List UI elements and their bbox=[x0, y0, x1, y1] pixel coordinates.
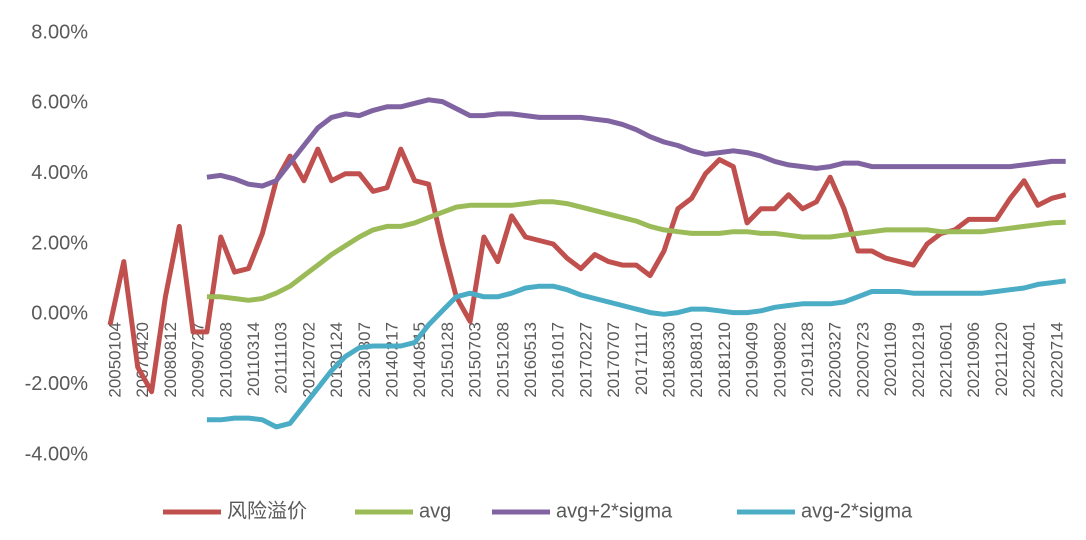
y-tick-label: 0.00% bbox=[31, 303, 88, 325]
legend-label: avg+2*sigma bbox=[556, 500, 673, 522]
y-tick-label: -2.00% bbox=[25, 373, 89, 395]
x-tick-label: 20090727 bbox=[189, 322, 208, 398]
x-tick-label: 20151208 bbox=[493, 322, 512, 398]
x-tick-label: 20150703 bbox=[466, 322, 485, 398]
series-line bbox=[107, 146, 1067, 395]
y-tick-label: 2.00% bbox=[31, 232, 88, 254]
series-line bbox=[206, 97, 1066, 189]
x-tick-label: 20170707 bbox=[604, 322, 623, 398]
x-tick-label: 20110314 bbox=[244, 322, 263, 396]
x-tick-label: 20070420 bbox=[133, 322, 152, 398]
x-tick-label: 20200723 bbox=[853, 322, 872, 398]
x-tick-label: 20111103 bbox=[272, 322, 291, 394]
x-tick-label: 20210601 bbox=[936, 322, 955, 398]
x-tick-label: 20220401 bbox=[1020, 322, 1039, 398]
x-tick-label: 20211220 bbox=[992, 322, 1011, 396]
x-tick-label: 20160513 bbox=[521, 322, 540, 398]
legend-label: avg bbox=[419, 500, 451, 522]
x-tick-label: 20150128 bbox=[438, 322, 457, 398]
x-tick-label: 20140217 bbox=[382, 322, 401, 398]
series-line bbox=[206, 278, 1067, 430]
x-tick-label: 20171117 bbox=[632, 322, 651, 395]
x-tick-label: 20130124 bbox=[327, 322, 346, 398]
x-tick-label: 20180810 bbox=[687, 322, 706, 398]
series-line bbox=[206, 199, 1066, 303]
x-tick-label: 20220714 bbox=[1047, 322, 1066, 398]
x-tick-label: 20191128 bbox=[798, 322, 817, 396]
y-tick-label: 6.00% bbox=[31, 92, 88, 114]
x-tick-label: 20170227 bbox=[576, 322, 595, 398]
x-tick-label: 20210906 bbox=[964, 322, 983, 398]
x-tick-label: 20200327 bbox=[826, 322, 845, 398]
x-tick-label: 20210219 bbox=[909, 322, 928, 398]
y-tick-label: 4.00% bbox=[31, 162, 88, 184]
y-tick-label: 8.00% bbox=[31, 21, 88, 43]
x-tick-label: 20080812 bbox=[161, 322, 180, 398]
y-tick-label: -4.00% bbox=[25, 443, 89, 465]
x-tick-label: 20050104 bbox=[105, 322, 124, 398]
x-tick-label: 20161017 bbox=[549, 322, 568, 398]
x-tick-label: 20190409 bbox=[743, 322, 762, 398]
x-tick-label: 20181210 bbox=[715, 322, 734, 398]
legend-label: 风险溢价 bbox=[227, 499, 307, 522]
x-tick-label: 20180330 bbox=[659, 322, 678, 398]
legend-label: avg-2*sigma bbox=[801, 500, 913, 522]
x-tick-label: 20201109 bbox=[881, 322, 900, 396]
x-tick-label: 20130807 bbox=[355, 322, 374, 398]
x-tick-label: 20190802 bbox=[770, 322, 789, 398]
x-tick-label: 20120702 bbox=[299, 322, 318, 398]
x-tick-label: 20100608 bbox=[216, 322, 235, 398]
